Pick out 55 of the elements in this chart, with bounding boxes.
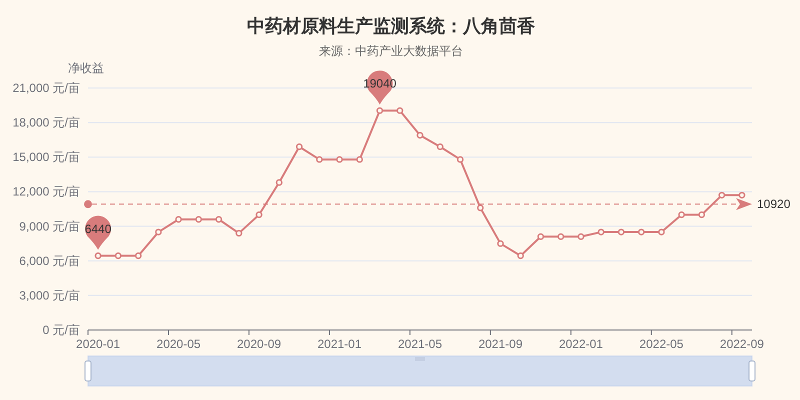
x-tick-label: 2022-05 <box>639 337 684 351</box>
y-tick-label: 6,000 元/亩 <box>19 254 80 268</box>
chart-title: 中药材原料生产监测系统：八角茴香 <box>247 16 536 36</box>
point <box>618 228 625 236</box>
point <box>215 216 222 223</box>
point <box>738 192 746 199</box>
y-tick-label: 18,000 元/亩 <box>12 116 80 130</box>
chart-subtitle: 来源：中药产业大数据平台 <box>319 44 463 58</box>
point <box>718 192 726 199</box>
x-tick-label: 2021-09 <box>478 337 523 351</box>
point <box>376 107 384 114</box>
point <box>558 233 564 240</box>
point <box>114 252 122 260</box>
point <box>316 156 323 163</box>
point <box>497 240 504 247</box>
y-tick-label: 3,000 元/亩 <box>19 288 80 302</box>
point <box>416 132 424 139</box>
point <box>678 211 685 218</box>
y-axis-title: 净收益 <box>68 61 104 75</box>
point <box>396 107 404 114</box>
point <box>155 228 162 236</box>
point <box>537 233 544 240</box>
x-tick-label: 2021-01 <box>317 337 362 351</box>
y-tick-label: 0 元/亩 <box>42 323 80 337</box>
point <box>477 204 484 212</box>
point <box>134 252 142 260</box>
point <box>698 211 706 218</box>
point <box>658 228 665 236</box>
x-tick-label: 2020-09 <box>237 337 282 351</box>
point <box>436 143 444 150</box>
y-tick-label: 21,000 元/亩 <box>12 81 80 95</box>
y-tick-label: 9,000 元/亩 <box>19 219 80 234</box>
x-tick-label: 2021-05 <box>398 337 442 351</box>
point <box>276 179 282 186</box>
point <box>598 228 604 236</box>
point <box>236 230 242 237</box>
ref-line-label: 10920 <box>757 197 791 212</box>
point <box>256 211 262 218</box>
x-tick-label: 2020-01 <box>76 337 120 351</box>
y-tick-label: 15,000 元/亩 <box>12 150 80 164</box>
point <box>195 216 202 223</box>
point <box>638 228 645 236</box>
point <box>578 233 584 240</box>
point <box>175 216 182 223</box>
point <box>517 252 524 260</box>
x-tick-label: 2022-01 <box>558 337 604 351</box>
point <box>456 156 464 163</box>
x-tick-label: 2022-09 <box>720 337 764 351</box>
point <box>94 252 102 260</box>
point <box>296 143 303 150</box>
y-tick-label: 12,000 元/亩 <box>12 184 80 199</box>
data-label: 6440 <box>84 222 112 236</box>
point <box>336 156 343 163</box>
point <box>356 156 363 163</box>
x-tick-label: 2020-05 <box>156 337 201 351</box>
